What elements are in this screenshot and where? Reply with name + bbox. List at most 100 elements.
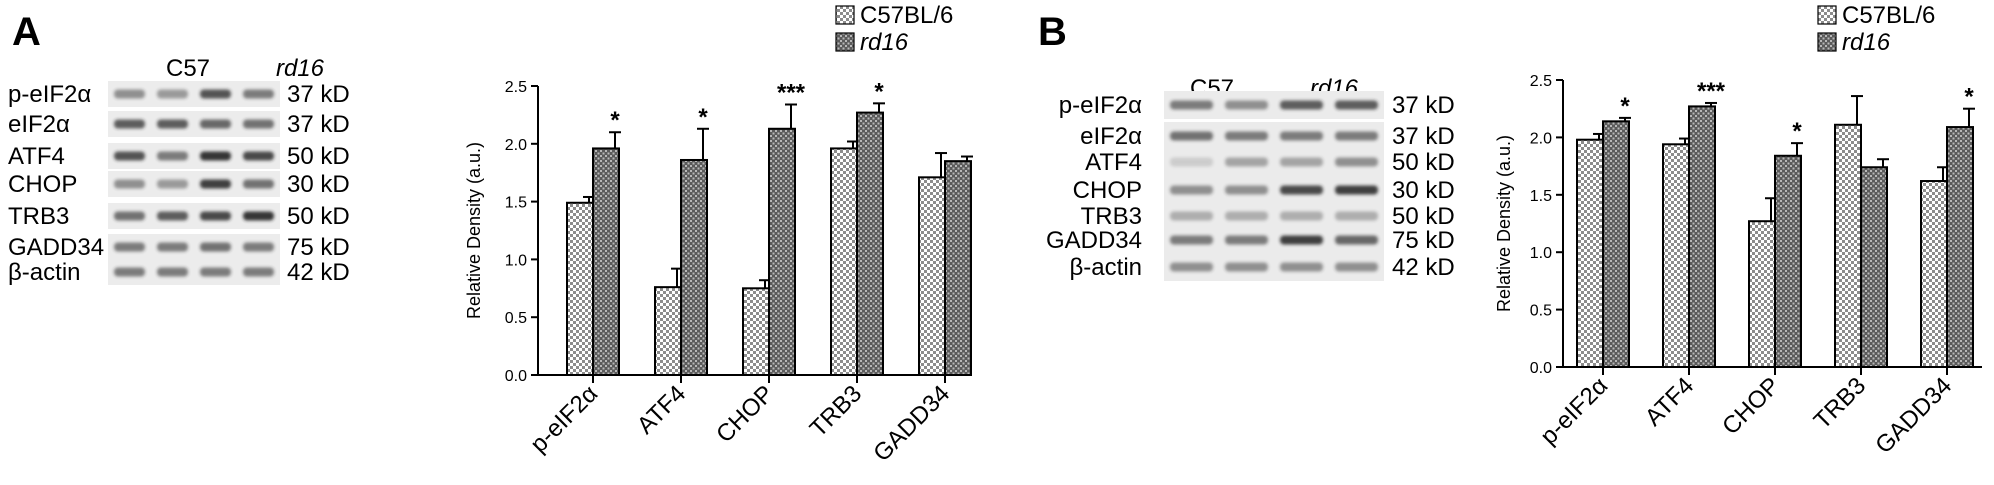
blot-band <box>157 242 188 252</box>
blot-band <box>1170 211 1213 221</box>
blot-band <box>1335 185 1378 195</box>
blot-band <box>114 119 145 129</box>
blot-band <box>1225 157 1268 167</box>
blot-protein-label: ATF4 <box>1085 149 1142 176</box>
bar-rd16-gadd34 <box>1946 126 1974 369</box>
bar-chart-a: C57BL/6 rd16 0.0 0.5 1.0 1.5 2.0 2.5 Relative … <box>464 2 973 467</box>
x-tick-label: GADD34 <box>868 380 955 467</box>
blot-size-label: 37 kD <box>1392 123 1455 150</box>
y-tick-label: 0.5 <box>1530 303 1552 320</box>
blot-band <box>243 119 274 129</box>
western-blot-a: C57 rd16 p-eIF2α 37 kD eIF2α 37 kD ATF4 50 kD… <box>8 55 350 286</box>
bar-rd16-p-eif2 <box>592 147 620 376</box>
blot-protein-label: GADD34 <box>8 234 104 261</box>
blot-band <box>114 211 145 221</box>
blot-band <box>1170 262 1213 272</box>
legend-label-c57bl6: C57BL/6 <box>1842 2 1935 29</box>
blot-band <box>200 151 231 161</box>
bar-rd16-atf4 <box>680 158 708 376</box>
blot-band <box>1170 157 1213 167</box>
significance-marker: * <box>874 78 884 105</box>
bar-rd16-chop <box>768 127 796 376</box>
x-tick-label: TRB3 <box>1809 372 1871 434</box>
panel-letter-a: A <box>12 10 41 54</box>
bar-c57bl-6-gadd34 <box>1920 180 1948 368</box>
blot-band <box>1335 262 1378 272</box>
blot-band <box>157 179 188 189</box>
blot-band <box>1225 100 1268 110</box>
significance-marker: * <box>610 107 620 134</box>
blot-band <box>157 119 188 129</box>
y-tick-label: 1.5 <box>1530 188 1552 205</box>
legend-label-c57bl6: C57BL/6 <box>860 2 953 29</box>
blot-size-label: 42 kD <box>1392 254 1455 281</box>
blot-band <box>1280 235 1323 245</box>
bar-c57bl-6-p-eif2 <box>1576 138 1604 368</box>
blot-row-trb3: TRB3 50 kD <box>8 203 350 230</box>
bar-c57bl-6-atf4 <box>654 286 682 377</box>
x-tick-label: p-eIF2α <box>525 380 603 458</box>
blot-lane-label-c57: C57 <box>166 55 210 82</box>
blot-band <box>1225 235 1268 245</box>
significance-marker: * <box>698 104 708 131</box>
bar-c57bl-6-trb3 <box>1834 123 1862 368</box>
x-tick-label: CHOP <box>711 380 779 448</box>
blot-size-label: 50 kD <box>287 143 350 170</box>
blot-band <box>157 267 188 277</box>
blot-band <box>1280 100 1323 110</box>
y-tick-label: 1.0 <box>505 252 527 269</box>
blot-lane-label-rd16: rd16 <box>276 55 325 82</box>
blot-protein-label: GADD34 <box>1046 227 1142 254</box>
bar-c57bl-6-p-eif2 <box>566 201 594 376</box>
blot-row-actin: β-actin 42 kD <box>1070 253 1455 281</box>
blot-row-trb3: TRB3 50 kD <box>1081 202 1455 230</box>
blot-band <box>1225 131 1268 141</box>
blot-protein-label: CHOP <box>1073 177 1142 204</box>
x-tick-label: ATF4 <box>632 380 691 439</box>
blot-band <box>243 89 274 99</box>
significance-marker: * <box>1620 93 1630 120</box>
y-tick-label: 1.5 <box>505 195 527 212</box>
blot-size-label: 42 kD <box>287 259 350 286</box>
blot-band <box>1170 131 1213 141</box>
bar-c57bl-6-atf4 <box>1662 143 1690 368</box>
blot-size-label: 37 kD <box>287 111 350 138</box>
blot-band <box>114 151 145 161</box>
blot-band <box>1170 100 1213 110</box>
blot-row-eif2: eIF2α 37 kD <box>8 111 350 138</box>
blot-protein-label: CHOP <box>8 171 77 198</box>
legend-swatch-c57bl6 <box>1817 5 1837 25</box>
bar-rd16-chop <box>1774 154 1802 368</box>
blot-band <box>1170 185 1213 195</box>
blot-band <box>114 179 145 189</box>
blot-band <box>1335 131 1378 141</box>
blot-band <box>200 211 231 221</box>
bar-c57bl-6-chop <box>742 287 770 376</box>
bar-c57bl-6-chop <box>1748 220 1776 368</box>
blot-row-atf4: ATF4 50 kD <box>8 143 350 170</box>
blot-band <box>243 151 274 161</box>
blot-band <box>114 89 145 99</box>
bar-chart-b: C57BL/6 rd16 0.0 0.5 1.0 1.5 2.0 2.5 Relative … <box>1494 2 1982 459</box>
y-tick-label: 2.0 <box>1530 130 1552 147</box>
blot-size-label: 50 kD <box>1392 203 1455 230</box>
significance-marker: *** <box>777 79 806 106</box>
blot-size-label: 50 kD <box>1392 149 1455 176</box>
blot-band <box>1280 157 1323 167</box>
legend-label-rd16: rd16 <box>1842 29 1891 56</box>
x-tick-label: p-eIF2α <box>1535 372 1613 450</box>
bar-rd16-atf4 <box>1688 105 1716 369</box>
blot-row-p-eif2: p-eIF2α 37 kD <box>1059 91 1455 119</box>
x-tick-label: GADD34 <box>1870 372 1957 459</box>
x-tick-label: TRB3 <box>805 380 867 442</box>
blot-band <box>1280 185 1323 195</box>
y-tick-label: 2.5 <box>505 79 527 96</box>
blot-size-label: 30 kD <box>1392 177 1455 204</box>
blot-row-eif2: eIF2α 37 kD <box>1080 122 1455 150</box>
blot-protein-label: β-actin <box>1070 254 1143 281</box>
blot-band <box>157 151 188 161</box>
legend-swatch-c57bl6 <box>835 5 855 25</box>
blot-band <box>1225 185 1268 195</box>
x-tick-label: ATF4 <box>1640 372 1699 431</box>
